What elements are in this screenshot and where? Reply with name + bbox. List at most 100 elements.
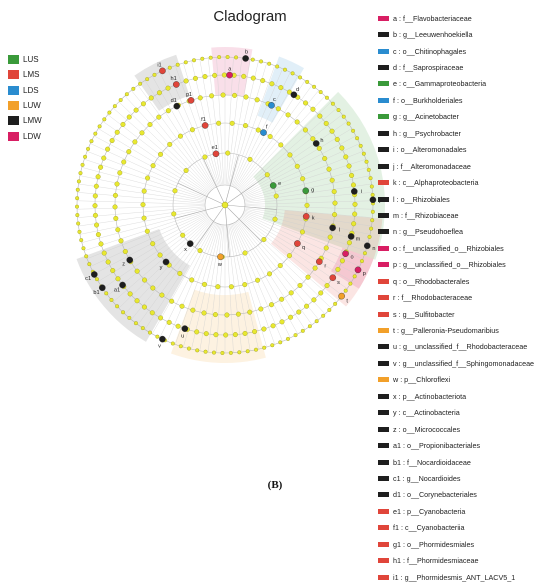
clade-marker [201,122,209,129]
taxon-label: i1 : g__Phormidesmis_ANT_LACV5_1 [393,572,516,582]
cladogram-node [262,345,267,350]
figure-panel-label: (B) [267,479,283,491]
cladogram-branch [241,216,348,289]
taxon-swatch [378,262,389,268]
cladogram-branch [240,107,337,193]
taxon-label: g : g__Acinetobacter [393,112,459,122]
clade-marker-label: d [296,87,299,93]
taxon-legend-item: v : g__unclassified_f__Sphingomonadaceae [378,355,548,371]
cladogram-node [177,133,183,139]
clade-marker [269,182,277,189]
taxon-legend-item: i1 : g__Phormidesmis_ANT_LACV5_1 [378,569,548,585]
taxon-label: j : f__Alteromonadaceae [393,161,471,171]
cladogram-node [323,245,329,251]
cladogram-node [149,310,155,316]
cladogram-node [203,331,209,337]
cladogram-node [131,86,136,91]
cladogram-branch [225,224,234,353]
cladogram-node [361,151,366,156]
cladogram-branch [234,222,298,334]
clade-marker [119,281,126,289]
cladogram-branch [77,200,206,205]
cladogram-node [76,179,81,184]
cladogram-branch [152,222,216,334]
cladogram-node [141,188,147,194]
cladogram-node [282,67,287,72]
cladogram-node [346,163,352,169]
taxon-swatch [378,443,389,449]
taxon-swatch [378,541,389,547]
cladogram-node [318,90,323,95]
cladogram-node [314,319,319,324]
clade-marker [226,71,233,79]
taxon-legend-item: k : c__Alphaproteobacteria [378,174,548,190]
cladogram-node [169,298,175,304]
cladogram-branch [243,151,363,198]
cladogram-node [362,251,367,256]
taxon-label: b1 : f__Nocardioidaceae [393,457,471,467]
cladogram-node [138,81,143,86]
cladogram-node [275,106,281,112]
cladogram-node [105,259,111,265]
cladogram-branch [131,90,213,190]
group-label: LUS [23,55,39,65]
taxon-label: q : o__Rhodobacterales [393,276,470,286]
cladogram-branch [239,101,332,192]
cladogram-node [366,167,371,172]
cladogram-node [269,81,275,87]
clade-sector [76,228,190,342]
cladogram-branch [98,215,208,282]
cladogram-node [76,221,81,226]
cladogram-branch [233,72,291,188]
taxon-swatch [378,15,389,21]
cladogram-node [166,319,172,325]
taxon-label: g1 : o__Phormidesmiales [393,539,475,549]
cladogram-branch [240,217,337,303]
cladogram-branch [81,167,206,201]
group-label: LDS [23,85,39,95]
cladogram-node [329,177,335,183]
cladogram-node [300,176,306,182]
cladogram-node [145,77,150,82]
cladogram-node [200,56,205,61]
clade-marker [268,102,275,109]
cladogram-node [369,184,374,189]
cladogram-branch [227,224,243,353]
cladogram-node [158,315,164,321]
cladogram-branch [87,212,207,259]
cladogram-node [270,343,275,348]
cladogram-node [134,298,140,304]
taxon-legend-item: z : o__Micrococcales [378,421,548,437]
taxon-legend-item: p : g__unclassified_o__Rhizobiales [378,257,548,273]
taxon-legend-item: x : p__Actinobacteriota [378,388,548,404]
cladogram-node [215,284,221,290]
clade-marker-label: p [363,271,366,277]
taxon-label: f1 : c__Cyanobacteriia [393,523,465,533]
cladogram-node [155,334,160,339]
cladogram-node [221,72,227,78]
cladogram-node [159,292,165,298]
taxon-label: k : c__Alphaproteobacteria [393,178,479,188]
clade-marker [369,196,377,204]
cladogram-node [101,155,107,161]
taxon-legend-item: a1 : o__Propionibacteriales [378,437,548,453]
cladogram-node [237,350,242,355]
taxon-swatch [378,147,389,153]
taxon-swatch [378,410,389,416]
cladogram-node [94,277,99,282]
taxon-legend-item: e1 : p__Cyanobacteria [378,503,548,519]
cladogram-node [243,94,249,100]
cladogram-branch [207,57,223,186]
cladogram-node [92,203,98,209]
cladogram-node [310,136,316,142]
cladogram-branch [225,57,234,186]
cladogram-node [93,183,99,189]
taxon-label: u : g__unclassified_f__Rhodobacteraceae [393,342,528,352]
cladogram-node [359,259,364,264]
group-swatch [8,85,19,95]
cladogram-node [186,346,191,351]
cladogram-node [171,211,177,217]
cladogram-title: Cladogram [213,8,287,25]
cladogram-node [167,141,173,147]
taxon-legend-item: r : f__Rhodobacteraceae [378,289,548,305]
